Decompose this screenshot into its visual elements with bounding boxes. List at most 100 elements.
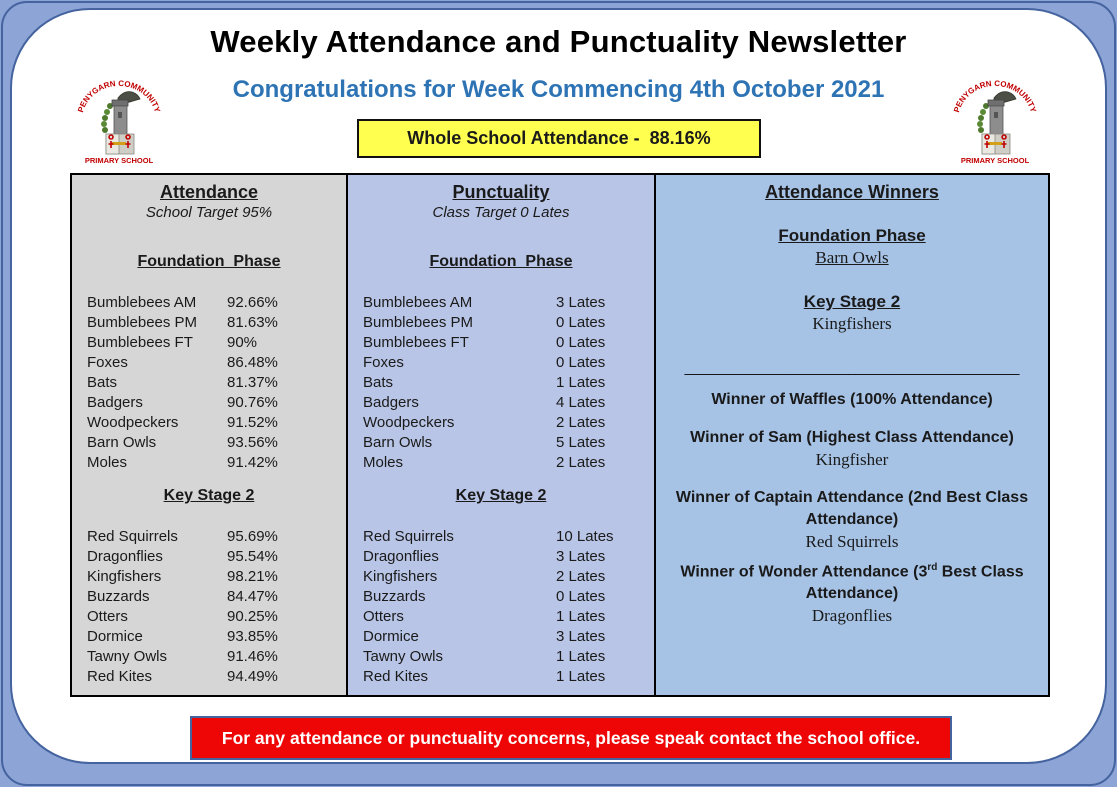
- logo-bottom-text: PRIMARY SCHOOL: [961, 156, 1030, 165]
- punctuality-row: Bats 1 Lates: [348, 373, 654, 393]
- class-name: Dragonflies: [363, 548, 439, 565]
- punctuality-row: Badgers 4 Lates: [348, 393, 654, 413]
- attendance-value: 95.54%: [227, 548, 278, 565]
- whole-school-attendance-banner: Whole School Attendance - 88.16%: [357, 119, 761, 158]
- punctuality-row: Red Squirrels 10 Lates: [348, 527, 654, 547]
- lates-value: 2 Lates: [556, 568, 606, 585]
- attendance-row: Barn Owls 93.56%: [72, 433, 346, 453]
- attendance-row: Kingfishers 98.21%: [72, 567, 346, 587]
- attendance-row: Bumblebees PM 81.63%: [72, 313, 346, 333]
- lates-value: 3 Lates: [556, 548, 606, 565]
- footer-notice-banner: For any attendance or punctuality concer…: [190, 716, 952, 760]
- punctuality-row: Foxes 0 Lates: [348, 353, 654, 373]
- punctuality-row: Bumblebees AM 3 Lates: [348, 293, 654, 313]
- lates-value: 2 Lates: [556, 414, 606, 431]
- attendance-row: Badgers 90.76%: [72, 393, 346, 413]
- attendance-value: 84.47%: [227, 588, 278, 605]
- winners-column: Attendance Winners Foundation Phase Barn…: [654, 173, 1050, 697]
- lates-value: 5 Lates: [556, 434, 606, 451]
- attendance-value: 90%: [227, 334, 258, 351]
- attendance-row: Bumblebees AM 92.66%: [72, 293, 346, 313]
- attendance-heading: Attendance: [159, 182, 258, 202]
- attendance-value: 90.76%: [227, 394, 278, 411]
- lates-value: 1 Lates: [556, 668, 606, 685]
- class-name: Badgers: [87, 394, 143, 411]
- attendance-row: Buzzards 84.47%: [72, 587, 346, 607]
- whole-school-attendance-text: Whole School Attendance - 88.16%: [407, 128, 711, 148]
- award-wonder-title-post: Best Class Attendance): [805, 563, 1024, 603]
- class-name: Dormice: [87, 628, 143, 645]
- award-captain-winner: Red Squirrels: [805, 532, 899, 551]
- class-name: Woodpeckers: [87, 414, 179, 431]
- class-name: Red Squirrels: [87, 528, 178, 545]
- award-waffles-title: Winner of Waffles (100% Attendance): [711, 391, 993, 408]
- punctuality-row: Woodpeckers 2 Lates: [348, 413, 654, 433]
- lates-value: 1 Lates: [556, 648, 606, 665]
- award-sam-winner: Kingfisher: [815, 450, 889, 469]
- attendance-row: Red Squirrels 95.69%: [72, 527, 346, 547]
- class-name: Dragonflies: [87, 548, 163, 565]
- punctuality-row: Dragonflies 3 Lates: [348, 547, 654, 567]
- award-sam-title: Winner of Sam (Highest Class Attendance): [690, 429, 1014, 446]
- attendance-row: Bats 81.37%: [72, 373, 346, 393]
- attendance-target: School Target 95%: [145, 204, 273, 221]
- page-subtitle: Congratulations for Week Commencing 4th …: [232, 76, 885, 103]
- attendance-row: Bumblebees FT 90%: [72, 333, 346, 353]
- class-name: Otters: [87, 608, 128, 625]
- punctuality-row: Moles 2 Lates: [348, 453, 654, 473]
- footer-notice-text: For any attendance or punctuality concer…: [221, 727, 921, 748]
- punctuality-row: Barn Owls 5 Lates: [348, 433, 654, 453]
- class-name: Bats: [363, 374, 394, 391]
- class-name: Dormice: [363, 628, 419, 645]
- award-captain-title: Winner of Captain Attendance (2nd Best C…: [675, 489, 1029, 528]
- attendance-value: 90.25%: [227, 608, 278, 625]
- lates-value: 3 Lates: [556, 294, 606, 311]
- class-name: Foxes: [363, 354, 404, 371]
- winners-heading: Attendance Winners: [765, 182, 939, 202]
- attendance-column: Attendance School Target 95% Foundation …: [70, 173, 348, 697]
- school-logo-right: PENYGARN COMMUNITY PRIMARY SCHOOL: [952, 79, 1038, 165]
- attendance-row: Otters 90.25%: [72, 607, 346, 627]
- lates-value: 0 Lates: [556, 588, 606, 605]
- class-name: Bumblebees AM: [363, 294, 473, 311]
- class-name: Kingfishers: [87, 568, 162, 585]
- award-wonder-title-pre: Winner of Wonder Attendance (3: [680, 563, 928, 581]
- attendance-value: 91.52%: [227, 414, 278, 431]
- class-name: Red Squirrels: [363, 528, 454, 545]
- class-name: Barn Owls: [363, 434, 433, 451]
- attendance-row: Woodpeckers 91.52%: [72, 413, 346, 433]
- class-name: Moles: [87, 454, 128, 471]
- class-name: Tawny Owls: [87, 648, 168, 665]
- attendance-row: Dragonflies 95.54%: [72, 547, 346, 567]
- attendance-value: 94.49%: [227, 668, 278, 685]
- punctuality-ks2-heading: Key Stage 2: [455, 487, 547, 504]
- winners-foundation-heading: Foundation Phase: [778, 226, 926, 245]
- class-name: Buzzards: [87, 588, 150, 605]
- class-name: Otters: [363, 608, 404, 625]
- punctuality-row: Otters 1 Lates: [348, 607, 654, 627]
- lates-value: 1 Lates: [556, 608, 606, 625]
- attendance-value: 92.66%: [227, 294, 278, 311]
- punctuality-target: Class Target 0 Lates: [432, 204, 570, 221]
- lates-value: 1 Lates: [556, 374, 606, 391]
- punctuality-row: Kingfishers 2 Lates: [348, 567, 654, 587]
- attendance-value: 91.46%: [227, 648, 278, 665]
- attendance-value: 81.37%: [227, 374, 278, 391]
- attendance-value: 98.21%: [227, 568, 278, 585]
- punctuality-foundation-rows: Bumblebees AM 3 Lates Bumblebees PM 0 La…: [348, 293, 654, 473]
- class-name: Bumblebees FT: [87, 334, 193, 351]
- attendance-value: 91.42%: [227, 454, 278, 471]
- school-logo-left: PENYGARN COMMUNITY PRIMARY SCHOOL: [76, 79, 162, 165]
- attendance-row: Dormice 93.85%: [72, 627, 346, 647]
- attendance-value: 95.69%: [227, 528, 278, 545]
- attendance-value: 86.48%: [227, 354, 278, 371]
- punctuality-row: Bumblebees PM 0 Lates: [348, 313, 654, 333]
- attendance-row: Foxes 86.48%: [72, 353, 346, 373]
- class-name: Bumblebees AM: [87, 294, 197, 311]
- attendance-ks2-heading: Key Stage 2: [163, 487, 255, 504]
- punctuality-row: Dormice 3 Lates: [348, 627, 654, 647]
- attendance-foundation-heading: Foundation Phase: [137, 253, 281, 270]
- winners-divider: ________________________________________…: [684, 359, 1020, 375]
- castle-tower-icon: [981, 99, 1011, 155]
- punctuality-row: Tawny Owls 1 Lates: [348, 647, 654, 667]
